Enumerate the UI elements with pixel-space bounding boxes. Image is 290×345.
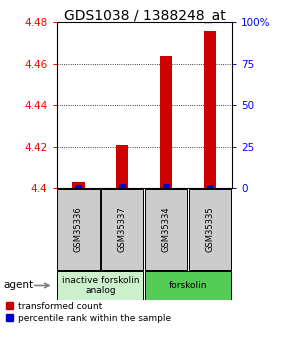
Bar — [163, 184, 170, 188]
Bar — [101, 189, 143, 270]
Legend: transformed count, percentile rank within the sample: transformed count, percentile rank withi… — [6, 302, 171, 323]
Bar — [145, 189, 187, 270]
Text: GSM35336: GSM35336 — [74, 207, 83, 252]
Text: GDS1038 / 1388248_at: GDS1038 / 1388248_at — [64, 9, 226, 23]
Text: inactive forskolin
analog: inactive forskolin analog — [62, 276, 139, 295]
Text: forskolin: forskolin — [169, 281, 207, 290]
Bar — [57, 272, 143, 299]
Text: GSM35337: GSM35337 — [118, 207, 127, 252]
Bar — [72, 182, 85, 188]
Bar — [145, 272, 231, 299]
Text: GSM35335: GSM35335 — [206, 207, 215, 252]
Bar — [204, 31, 216, 188]
Text: GSM35334: GSM35334 — [162, 207, 171, 252]
Bar — [119, 184, 126, 188]
Bar — [57, 189, 99, 270]
Bar — [75, 185, 82, 188]
Bar — [189, 189, 231, 270]
Text: agent: agent — [3, 280, 33, 290]
Bar — [160, 56, 172, 188]
Bar — [116, 145, 128, 188]
Bar — [207, 185, 213, 188]
